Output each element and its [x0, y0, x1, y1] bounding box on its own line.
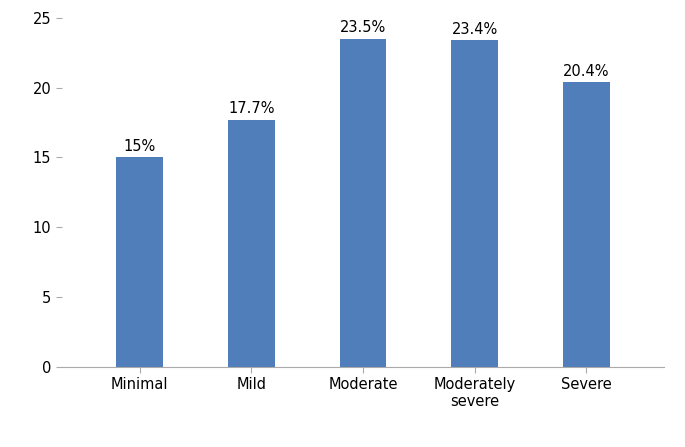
Text: 20.4%: 20.4%	[563, 63, 610, 79]
Bar	[116, 157, 163, 367]
Bar	[228, 120, 275, 367]
Text: 23.5%: 23.5%	[340, 20, 386, 35]
Bar	[340, 39, 386, 367]
Text: 17.7%: 17.7%	[228, 101, 275, 116]
Text: 15%: 15%	[124, 139, 156, 154]
Bar	[563, 82, 610, 367]
Bar	[451, 40, 498, 367]
Text: 23.4%: 23.4%	[451, 22, 498, 37]
